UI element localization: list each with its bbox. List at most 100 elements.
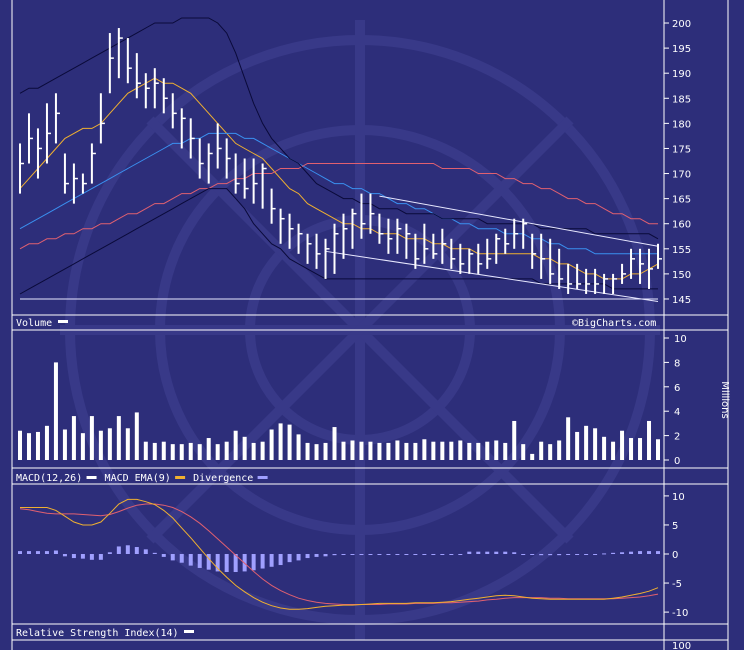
divergence-bar [656,551,660,554]
divergence-bar [143,549,148,554]
volume-bar [206,438,211,460]
volume-axis: 10 8 6 4 2 0 [664,334,687,467]
divergence-bar [188,554,193,566]
divergence-bar [584,554,589,555]
volume-bar [494,440,499,460]
volume-bar [431,441,436,460]
divergence-bar [152,552,157,554]
price-line-upper-band [19,17,659,240]
volume-bar [593,428,598,460]
divergence-bar [386,554,391,555]
divergence-bar [611,552,616,554]
volume-bar [467,442,472,460]
volume-bar [35,431,40,460]
divergence-bar [197,554,202,568]
volume-bar [251,442,256,460]
rsi-label: Relative Strength Index(14) [16,628,179,639]
divergence-bar [395,554,400,555]
divergence-bar [332,554,337,556]
divergence-bar [278,554,283,566]
price-tick-label: 175 [672,144,691,155]
volume-bar [170,444,175,460]
divergence-bar [503,551,508,554]
divergence-bar [593,554,598,555]
macd-line-macd-12-26- [20,498,659,610]
divergence-bar [341,554,346,555]
volume-bar [395,440,400,460]
divergence-bar [80,554,85,559]
volume-bar [368,441,373,460]
volume-bar [602,436,607,460]
divergence-bar [350,554,355,555]
divergence-bar [458,554,463,555]
volume-bar [116,416,121,460]
divergence-bar [260,554,265,569]
volume-bar [305,442,310,460]
price-line-ma-50 [19,163,658,250]
volume-bar [296,434,301,460]
price-tick-label: 145 [672,295,691,306]
divergence-bar [629,551,634,554]
price-tick-label: 160 [672,220,691,231]
volume-bar [53,362,58,460]
macd-tick-label: 5 [672,521,678,532]
divergence-bar [251,554,256,571]
volume-bar [620,430,625,460]
divergence-bar [26,551,31,554]
divergence-bar [512,552,517,554]
divergence-bar [467,551,472,554]
divergence-bar [620,552,625,554]
divergence-bar [53,550,58,554]
price-tick-label: 190 [672,69,691,80]
volume-bar [359,441,364,460]
volume-tick-label: 4 [674,407,680,418]
volume-bar [134,412,139,460]
volume-bar [440,441,445,460]
price-tick-label: 200 [672,19,691,30]
divergence-bar [476,551,481,554]
volume-bar [89,416,94,460]
volume-bar [161,441,166,460]
divergence-bar [602,553,607,555]
volume-bar [629,438,634,460]
price-tick-label: 195 [672,44,691,55]
volume-bar [656,439,660,460]
volume-bar [215,444,220,460]
volume-bar [413,442,418,460]
volume-bar [557,440,562,460]
divergence-bar [179,554,184,563]
price-axis: 200 195 190 185 180 175 170 165 160 155 150 145 [664,19,691,306]
volume-bar [233,430,238,460]
volume-bar [476,442,481,460]
volume-panel [18,362,660,460]
divergence-bar [18,551,22,554]
price-line-lower-band [19,188,658,295]
volume-bar [98,430,103,460]
volume-tick-label: 10 [674,334,687,345]
volume-bar [143,441,148,460]
divergence-bar [269,554,274,567]
macd-tick-label: 10 [672,492,685,503]
divergence-bar [305,554,310,559]
volume-tick-label: 2 [674,432,680,443]
macd-legend-swatch [86,476,97,479]
divergence-bar [287,554,292,563]
volume-bar [584,425,589,460]
divergence-bar [161,554,166,557]
divergence-bar [638,551,643,554]
divergence-bar [71,554,76,559]
volume-bar [503,442,508,460]
macd-legend-label: Divergence [193,473,253,484]
macd-tick-label: 0 [672,550,678,561]
volume-tick-label: 8 [674,358,680,369]
divergence-bar [440,554,445,555]
divergence-bar [575,554,580,555]
volume-bar [647,420,652,460]
price-tick-label: 165 [672,195,691,206]
macd-line-macd-ema-9- [19,503,659,605]
price-line-ma-20 [19,132,658,255]
divergence-bar [368,554,373,555]
volume-bar [242,436,247,460]
volume-legend-swatch [58,320,68,323]
